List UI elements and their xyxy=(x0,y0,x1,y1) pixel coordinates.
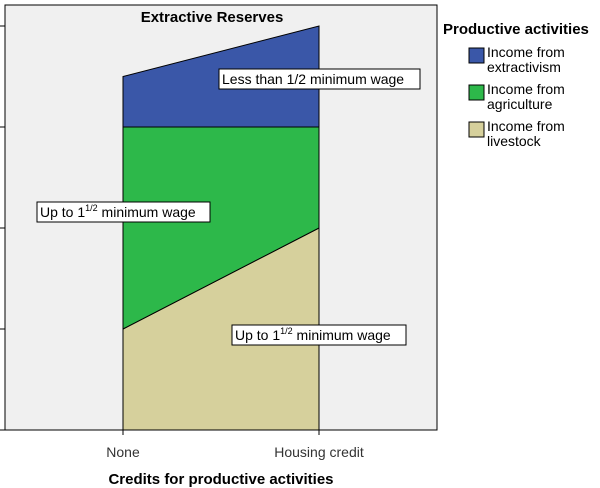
annotation-group: Less than 1/2 minimum wage Up to 11/2 min… xyxy=(36,68,421,346)
x-tick-label: None xyxy=(106,444,140,460)
annotation-label: Up to 11/2 minimum wage xyxy=(40,203,196,220)
annotation-box xyxy=(36,201,211,223)
chart-title: Extractive Reserves xyxy=(141,9,284,26)
legend-label-line2: agriculture xyxy=(487,96,553,112)
y-axis-ticks xyxy=(0,25,5,431)
legend-title: Productive activities xyxy=(443,21,589,38)
annotation-label: Less than 1/2 minimum wage xyxy=(222,71,404,87)
x-tick-label: Housing credit xyxy=(274,444,364,460)
area-series-group xyxy=(122,25,320,431)
legend-swatch xyxy=(468,121,485,138)
x-axis-ticks: None Housing credit xyxy=(106,430,364,460)
annotation-box xyxy=(218,68,421,90)
legend-label-line1: Income from xyxy=(487,44,565,60)
legend-swatch xyxy=(468,84,485,101)
legend-label-line1: Income from xyxy=(487,81,565,97)
annotation-extractivism: Less than 1/2 minimum wage xyxy=(218,68,421,90)
legend-swatch xyxy=(468,47,485,64)
annotation-box xyxy=(231,324,407,346)
annotation-label: Up to 11/2 minimum wage xyxy=(235,326,391,343)
annotation-livestock: Up to 11/2 minimum wage xyxy=(231,324,407,346)
legend: Productive activities Income fromextract… xyxy=(443,21,589,149)
legend-label-line2: livestock xyxy=(487,133,542,149)
annotation-agriculture: Up to 11/2 minimum wage xyxy=(36,201,211,223)
x-axis-title: Credits for productive activities xyxy=(108,471,333,488)
legend-label-line2: extractivism xyxy=(487,59,561,75)
legend-label-line1: Income from xyxy=(487,118,565,134)
